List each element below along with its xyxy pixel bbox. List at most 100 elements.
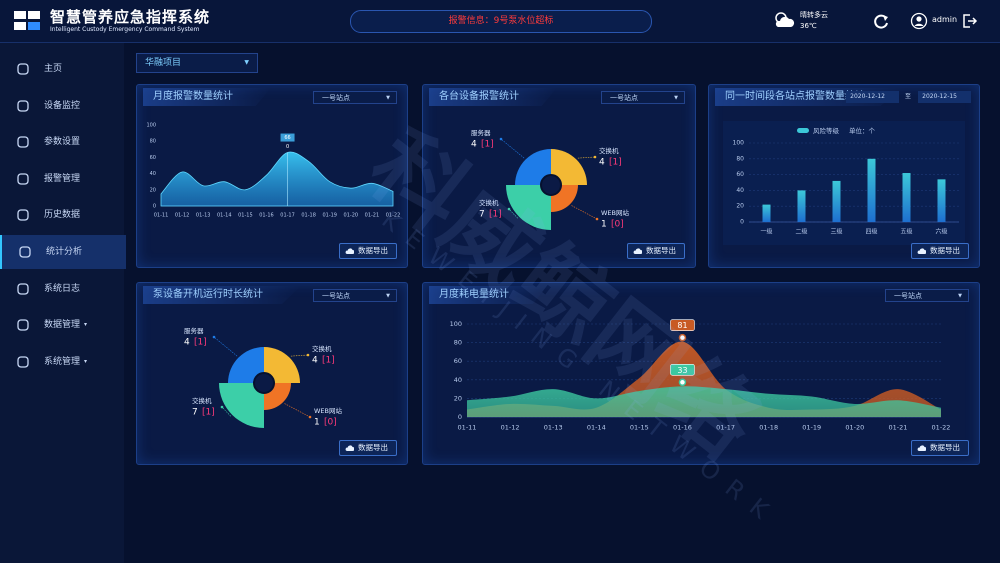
nav-icon bbox=[17, 136, 29, 148]
date-sep: 至 bbox=[904, 93, 911, 100]
x-tick-label: 01-20 bbox=[845, 424, 864, 432]
nav-item[interactable]: 设备监控 bbox=[0, 89, 124, 123]
rose-wedge bbox=[551, 149, 587, 185]
sidebar: 主页 设备监控 参数设置 报警管理历史数据统计分析系统日志数据管理 ▾ 系统管理 ▾ bbox=[0, 43, 126, 563]
y-tick-label: 100 bbox=[450, 320, 462, 328]
export-button[interactable]: 数据导出 bbox=[911, 243, 969, 259]
rose-value: 1 bbox=[601, 220, 607, 230]
nav-item[interactable]: 历史数据 bbox=[0, 198, 124, 232]
station-select[interactable]: 一号站点 ▼ bbox=[313, 289, 397, 302]
nav-label: 统计分析 bbox=[46, 247, 83, 257]
nav-item[interactable]: 系统日志 bbox=[0, 272, 124, 306]
icon-shape bbox=[17, 209, 29, 222]
nav-item[interactable]: 报警管理 bbox=[0, 162, 124, 196]
date-from[interactable]: 2020-12-12 bbox=[846, 91, 899, 103]
user-icon[interactable] bbox=[910, 12, 928, 30]
icon-shape bbox=[17, 173, 29, 185]
export-button[interactable]: 数据导出 bbox=[911, 440, 969, 456]
nav-item[interactable]: 数据管理 ▾ bbox=[0, 308, 124, 342]
nav-item[interactable]: 参数设置 bbox=[0, 125, 124, 159]
x-tick-label: 01-15 bbox=[238, 213, 253, 219]
rose-value: 1 bbox=[314, 418, 320, 428]
x-tick-label: 01-21 bbox=[888, 424, 907, 432]
nav-item[interactable]: 主页 bbox=[0, 52, 124, 86]
x-tick-label: 四级 bbox=[865, 228, 877, 236]
chart: 0 20 40 60 80 100 01-11 01-12 01-13 01-14 01-15 01-… bbox=[450, 319, 950, 432]
rose-name: WEB网站 bbox=[601, 208, 629, 217]
nav-label: 系统管理 bbox=[44, 356, 81, 367]
rose-hole bbox=[540, 174, 562, 196]
cloud-icon bbox=[633, 248, 642, 254]
station-select[interactable]: 一号站点 ▼ bbox=[313, 91, 397, 104]
y-tick-label: 60 bbox=[736, 171, 744, 178]
bar bbox=[832, 180, 841, 222]
y-tick-label: 40 bbox=[736, 187, 744, 194]
rose-wedge bbox=[228, 347, 264, 383]
user-name[interactable]: admin bbox=[932, 15, 958, 24]
x-tick-label: 01-19 bbox=[802, 424, 821, 432]
bar bbox=[937, 179, 946, 222]
select-label: 一号站点 bbox=[894, 292, 922, 300]
legend-swatch bbox=[797, 128, 809, 133]
x-tick-label: 01-20 bbox=[344, 213, 359, 219]
cloud-shape bbox=[345, 248, 354, 254]
rose-name: 服务器 bbox=[184, 326, 204, 335]
export-button[interactable]: 数据导出 bbox=[339, 440, 397, 456]
leader-dot bbox=[212, 335, 216, 339]
x-tick-label: 01-11 bbox=[458, 424, 477, 432]
date-to[interactable]: 2020-12-15 bbox=[918, 91, 971, 103]
tooltip-label: 33 bbox=[677, 366, 687, 375]
station-select[interactable]: 一号站点 ▼ bbox=[885, 289, 969, 302]
rose-alarm: [1] bbox=[609, 158, 622, 168]
panel-title: 泵设备开机运行时长统计 bbox=[143, 286, 301, 304]
y-tick-label: 100 bbox=[146, 123, 156, 129]
nav-label: 数据管理 bbox=[44, 320, 81, 331]
cloud-icon bbox=[917, 248, 926, 254]
bar bbox=[762, 204, 771, 222]
icon-shape bbox=[17, 63, 29, 75]
y-tick-label: 60 bbox=[454, 357, 462, 365]
refresh-icon[interactable] bbox=[872, 12, 890, 30]
nav-item[interactable]: 统计分析 bbox=[0, 235, 126, 269]
nav-icon bbox=[17, 99, 29, 112]
rose-value: 4 bbox=[312, 356, 318, 366]
station-select[interactable]: 一号站点 ▼ bbox=[601, 91, 685, 104]
leader-line bbox=[221, 406, 231, 417]
export-button[interactable]: 数据导出 bbox=[339, 243, 397, 259]
nav-item[interactable]: 系统管理 ▾ bbox=[0, 345, 124, 379]
export-button[interactable]: 数据导出 bbox=[627, 243, 685, 259]
chart: 服务器 4 [1] 交换机 4 [1] 交换机 7 [1] WEB网站 1 [0] bbox=[471, 128, 629, 230]
x-tick-label: 一级 bbox=[760, 228, 772, 236]
project-select[interactable]: 华融项目 ▼ bbox=[136, 53, 258, 73]
select-caret: ▼ bbox=[386, 293, 390, 299]
app-title: 智慧管养应急指挥系统 bbox=[50, 8, 211, 26]
cloud-shape bbox=[633, 248, 642, 254]
alert-banner[interactable]: 报警信息：9号泵水位超标 bbox=[350, 10, 652, 33]
icon-shape bbox=[17, 99, 29, 112]
x-tick-label: 二级 bbox=[795, 228, 807, 236]
x-tick-label: 01-19 bbox=[322, 213, 337, 219]
tooltip-note: 0 bbox=[286, 144, 289, 150]
rose-name: WEB网站 bbox=[314, 406, 342, 415]
export-label: 数据导出 bbox=[358, 246, 388, 255]
export-label: 数据导出 bbox=[646, 246, 676, 255]
leader-line bbox=[213, 336, 238, 357]
logout-icon[interactable] bbox=[960, 12, 978, 30]
rose-alarm: [0] bbox=[611, 220, 624, 230]
y-tick-label: 0 bbox=[740, 219, 744, 226]
rose-name: 交换机 bbox=[192, 396, 212, 405]
nav-label: 系统日志 bbox=[44, 283, 81, 294]
nav-label: 历史数据 bbox=[44, 210, 81, 221]
icon-shape bbox=[17, 136, 29, 148]
leader-dot bbox=[308, 415, 312, 419]
rose-alarm: [1] bbox=[322, 356, 335, 366]
rose-alarm: [0] bbox=[324, 418, 337, 428]
icon-shape bbox=[17, 282, 29, 295]
panel-title: 月度报警数量统计 bbox=[143, 88, 271, 106]
panel: 服务器 4 [1] 交换机 4 [1] 交换机 7 [1] WEB网站 1 [0] 泵设备开机运行时长统… bbox=[136, 282, 408, 465]
rose-name: 交换机 bbox=[599, 146, 619, 155]
export-label: 数据导出 bbox=[930, 443, 960, 452]
rose-name: 服务器 bbox=[471, 128, 491, 137]
y-tick-label: 100 bbox=[733, 140, 745, 147]
